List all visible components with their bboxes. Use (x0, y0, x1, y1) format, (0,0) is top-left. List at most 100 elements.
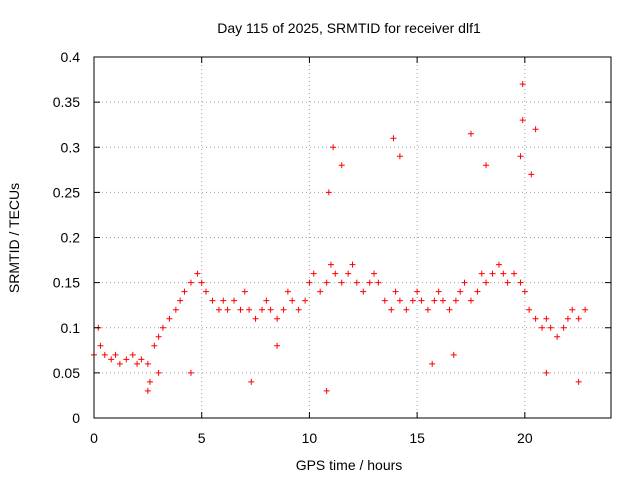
data-point (97, 342, 104, 349)
data-point (467, 130, 474, 137)
data-point (203, 288, 210, 295)
data-point (116, 360, 123, 367)
data-point (332, 270, 339, 277)
data-point (101, 351, 108, 358)
data-point (435, 288, 442, 295)
data-point (246, 306, 253, 313)
data-point (302, 297, 309, 304)
data-point (474, 288, 481, 295)
data-point (194, 270, 201, 277)
axis-ticks: 0 5 10 15 20 0 0.05 0.1 0.15 0.2 0.25 0.3 0.35 0.4 (53, 49, 611, 446)
data-point (151, 342, 158, 349)
data-point (390, 135, 397, 142)
data-point (450, 351, 457, 358)
y-tick-label: 0.35 (53, 94, 80, 110)
data-point (521, 288, 528, 295)
data-point (517, 153, 524, 160)
x-tick-label: 0 (90, 430, 98, 446)
data-point (452, 297, 459, 304)
data-point (295, 306, 302, 313)
data-point (554, 333, 561, 340)
data-point (241, 288, 248, 295)
data-point (526, 306, 533, 313)
data-point (198, 279, 205, 286)
data-point (418, 297, 425, 304)
y-tick-label: 0.25 (53, 184, 80, 200)
data-point (144, 387, 151, 394)
data-point (431, 297, 438, 304)
data-point (547, 324, 554, 331)
data-point (519, 117, 526, 124)
data-point (519, 81, 526, 88)
data-point (396, 153, 403, 160)
data-point (409, 297, 416, 304)
data-point (134, 360, 141, 367)
data-point (187, 279, 194, 286)
data-point (108, 356, 115, 363)
grid-lines (94, 57, 611, 418)
y-tick-label: 0.4 (61, 49, 81, 65)
data-point (330, 144, 337, 151)
data-point (569, 306, 576, 313)
x-tick-label: 15 (409, 430, 425, 446)
data-point (392, 288, 399, 295)
chart-title: Day 115 of 2025, SRMTID for receiver dlf… (217, 20, 481, 36)
data-point (560, 324, 567, 331)
data-point (366, 279, 373, 286)
data-point (446, 306, 453, 313)
data-point (467, 297, 474, 304)
data-point (532, 315, 539, 322)
data-point (582, 306, 589, 313)
data-point (381, 297, 388, 304)
data-point (543, 315, 550, 322)
data-point (457, 288, 464, 295)
y-tick-label: 0.1 (61, 320, 81, 336)
data-point (310, 270, 317, 277)
data-point (274, 315, 281, 322)
data-point (424, 306, 431, 313)
data-point (414, 288, 421, 295)
data-point (539, 324, 546, 331)
data-point (248, 378, 255, 385)
data-point (353, 279, 360, 286)
data-point (483, 162, 490, 169)
data-point (187, 369, 194, 376)
data-point (263, 297, 270, 304)
data-point (267, 306, 274, 313)
data-point (280, 306, 287, 313)
y-tick-label: 0.05 (53, 365, 80, 381)
data-point (252, 315, 259, 322)
data-point (325, 189, 332, 196)
data-point (112, 351, 119, 358)
data-point (177, 297, 184, 304)
data-point (517, 279, 524, 286)
data-point (461, 279, 468, 286)
data-point (274, 342, 281, 349)
data-point (489, 270, 496, 277)
data-point (543, 369, 550, 376)
data-point (483, 279, 490, 286)
data-point (338, 162, 345, 169)
data-point (289, 297, 296, 304)
data-point (323, 279, 330, 286)
data-point (429, 360, 436, 367)
data-point (345, 270, 352, 277)
data-point (528, 171, 535, 178)
y-tick-label: 0 (72, 410, 80, 426)
data-points (91, 81, 589, 394)
data-point (317, 288, 324, 295)
data-point (532, 126, 539, 133)
data-point (500, 270, 507, 277)
data-point (231, 297, 238, 304)
data-point (575, 378, 582, 385)
data-point (220, 297, 227, 304)
y-tick-label: 0.3 (61, 139, 81, 155)
data-point (237, 306, 244, 313)
data-point (349, 261, 356, 268)
data-point (259, 306, 266, 313)
data-point (375, 279, 382, 286)
data-point (564, 315, 571, 322)
data-point (155, 333, 162, 340)
